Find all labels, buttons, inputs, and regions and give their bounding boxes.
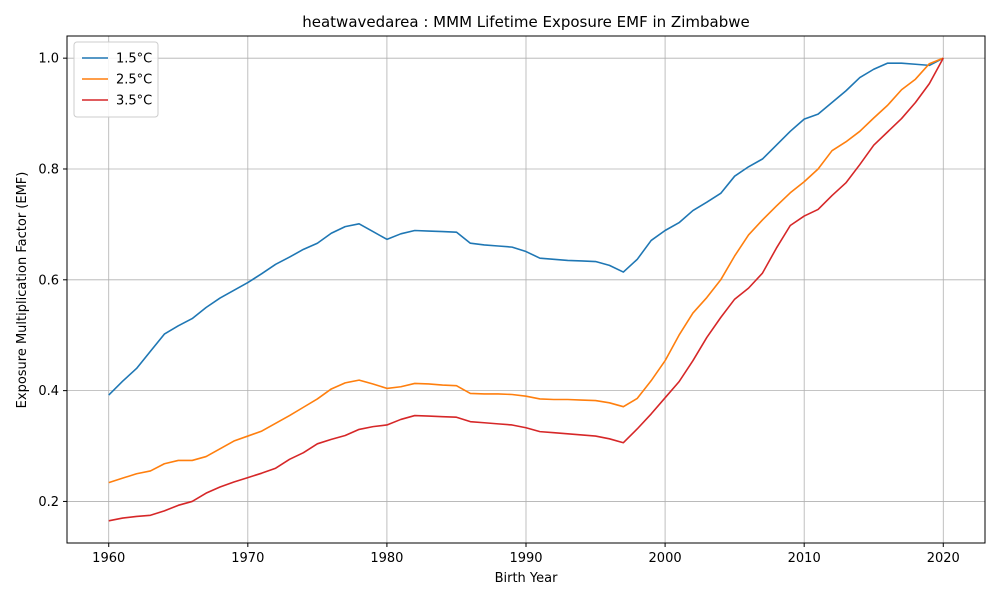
chart-title: heatwavedarea : MMM Lifetime Exposure EM… — [302, 13, 749, 31]
axis-ticks: 1960 1970 1980 1990 2000 2010 2020 0.2 0.4 0.6 0.8… — [38, 52, 960, 566]
x-tick-label: 1970 — [231, 551, 264, 566]
x-tick-label: 1990 — [509, 551, 542, 566]
x-tick-label: 1980 — [370, 551, 403, 566]
grid-lines — [67, 36, 985, 543]
x-tick-label: 2000 — [649, 551, 682, 566]
legend-label: 3.5°C — [116, 94, 152, 109]
series-line — [108, 57, 944, 522]
y-tick-label: 0.4 — [38, 384, 59, 399]
series-lines — [108, 57, 944, 522]
series-line — [108, 57, 944, 484]
series-line — [108, 57, 944, 396]
legend: 1.5°C 2.5°C 3.5°C — [73, 41, 159, 118]
legend-label: 2.5°C — [116, 73, 152, 88]
y-tick-label: 0.8 — [38, 162, 59, 177]
y-tick-label: 0.6 — [38, 273, 59, 288]
legend-label: 1.5°C — [116, 52, 152, 67]
legend-box — [73, 41, 159, 118]
y-tick-label: 1.0 — [38, 52, 59, 67]
x-tick-label: 2010 — [788, 551, 821, 566]
x-tick-label: 2020 — [927, 551, 960, 566]
y-axis-label: Exposure Multiplication Factor (EMF) — [15, 172, 30, 409]
x-tick-label: 1960 — [92, 551, 125, 566]
y-tick-label: 0.2 — [38, 495, 59, 510]
x-axis-label: Birth Year — [495, 571, 559, 586]
